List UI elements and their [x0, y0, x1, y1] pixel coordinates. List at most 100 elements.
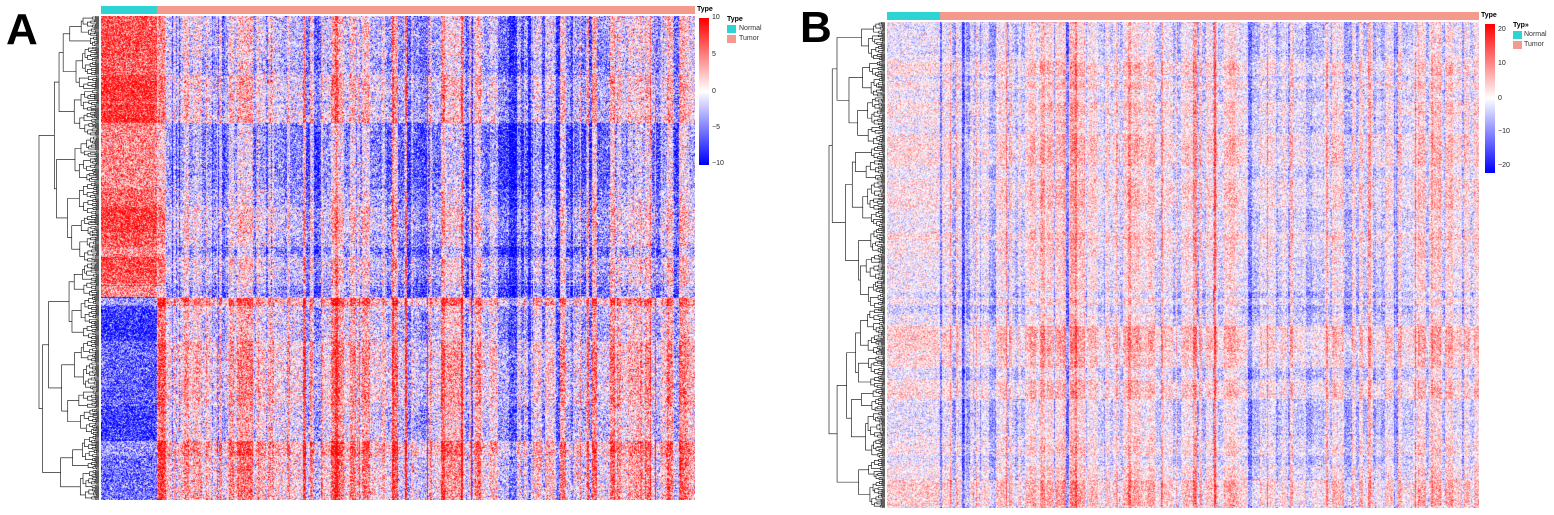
dendrogram-branch — [881, 460, 885, 463]
dendrogram-branch — [95, 81, 99, 84]
dendrogram-branch — [95, 368, 99, 370]
dendrogram-branch — [878, 30, 882, 34]
dendrogram-branch — [94, 28, 99, 30]
dendrogram-branch — [882, 429, 885, 431]
dendrogram-branch — [96, 318, 99, 321]
dendrogram-branch — [87, 463, 93, 469]
dendrogram-branch — [874, 303, 882, 308]
panel-a-type-annotation-bar — [101, 6, 695, 14]
dendrogram-branch — [92, 294, 99, 297]
panel-a-annotation-title: Type — [697, 6, 713, 13]
dendrogram-branch — [94, 324, 99, 327]
dendrogram-branch — [95, 122, 99, 124]
dendrogram-branch — [95, 418, 99, 421]
dendrogram-branch — [874, 488, 879, 494]
dendrogram-branch — [96, 416, 99, 419]
dendrogram-branch — [87, 216, 95, 220]
dendrogram-branch — [86, 192, 94, 197]
dendrogram-branch — [86, 165, 93, 171]
dendrogram-branch — [882, 468, 885, 471]
dendrogram-branch — [94, 53, 99, 56]
dendrogram-branch — [872, 35, 879, 42]
dendrogram-branch — [880, 416, 885, 418]
dendrogram-branch — [861, 28, 874, 47]
dendrogram-branch — [85, 491, 92, 499]
dendrogram-branch — [88, 29, 92, 35]
dendrogram-branch — [845, 184, 859, 261]
panel-a-row-dendrogram — [38, 16, 99, 500]
dendrogram-branch — [874, 460, 879, 465]
dendrogram-branch — [89, 242, 94, 248]
dendrogram-branch — [881, 136, 885, 139]
dendrogram-branch — [96, 381, 99, 383]
dendrogram-branch — [71, 310, 84, 333]
dendrogram-branch — [88, 298, 94, 303]
dendrogram-branch — [875, 288, 885, 292]
dendrogram-branch — [90, 266, 99, 269]
dendrogram-branch — [846, 352, 856, 419]
dendrogram-branch — [96, 223, 99, 226]
dendrogram-branch — [882, 151, 885, 154]
dendrogram-branch — [87, 21, 93, 27]
dendrogram-branch — [92, 41, 95, 46]
dendrogram-branch — [87, 82, 96, 86]
dendrogram-branch — [878, 376, 881, 379]
dendrogram-branch — [881, 172, 885, 174]
dendrogram-branch — [882, 369, 885, 372]
dendrogram-branch — [42, 344, 61, 473]
dendrogram-branch — [83, 391, 94, 399]
dendrogram-branch — [95, 138, 99, 140]
dendrogram-branch — [96, 412, 99, 415]
dendrogram-branch — [95, 444, 99, 447]
dendrogram-branch — [881, 342, 885, 344]
dendrogram-branch — [87, 129, 93, 135]
dendrogram-branch — [877, 181, 883, 185]
dendrogram-branch — [882, 101, 885, 103]
dendrogram-branch — [881, 276, 885, 278]
dendrogram-branch — [96, 431, 99, 434]
panel-b-legend-normal-label: Normal — [1524, 31, 1547, 38]
panel-a: A Type 10 5 0 −5 −10 Type Normal Tumor — [0, 0, 762, 515]
dendrogram-branch — [880, 458, 885, 461]
dendrogram-branch — [878, 463, 882, 466]
dendrogram-branch — [94, 463, 99, 466]
dendrogram-branch — [878, 197, 885, 200]
dendrogram-branch — [882, 448, 885, 451]
dendrogram-branch — [95, 155, 99, 157]
dendrogram-branch — [881, 254, 885, 256]
dendrogram-branch — [882, 357, 885, 359]
dendrogram-branch — [95, 198, 99, 201]
dendrogram-branch — [881, 145, 885, 148]
dendrogram-branch — [880, 445, 885, 448]
dendrogram-branch — [880, 309, 885, 312]
dendrogram-branch — [878, 122, 885, 126]
dendrogram-branch — [880, 43, 885, 46]
dendrogram-branch — [881, 488, 885, 491]
dendrogram-branch — [880, 93, 885, 95]
dendrogram-branch — [94, 212, 99, 215]
dendrogram-branch — [96, 136, 99, 138]
dendrogram-branch — [880, 440, 885, 442]
dendrogram-branch — [881, 289, 885, 292]
dendrogram-branch — [94, 182, 99, 185]
dendrogram-branch — [95, 279, 99, 281]
dendrogram-branch — [880, 405, 885, 408]
panel-b-colorbar-tick: −10 — [1498, 128, 1510, 135]
dendrogram-branch — [91, 262, 97, 266]
dendrogram-branch — [94, 218, 99, 221]
dendrogram-branch — [80, 303, 86, 319]
dendrogram-branch — [94, 496, 99, 498]
dendrogram-branch — [90, 340, 96, 343]
dendrogram-branch — [873, 362, 882, 366]
dendrogram-branch — [96, 251, 99, 253]
dendrogram-branch — [58, 52, 75, 112]
dendrogram-branch — [91, 119, 99, 122]
dendrogram-branch — [78, 190, 84, 207]
dendrogram-branch — [87, 250, 93, 256]
dendrogram-branch — [86, 238, 91, 246]
dendrogram-branch — [882, 212, 885, 215]
dendrogram-branch — [877, 284, 882, 288]
dendrogram-branch — [881, 462, 885, 465]
dendrogram-branch — [95, 255, 99, 257]
dendrogram-branch — [881, 73, 885, 76]
